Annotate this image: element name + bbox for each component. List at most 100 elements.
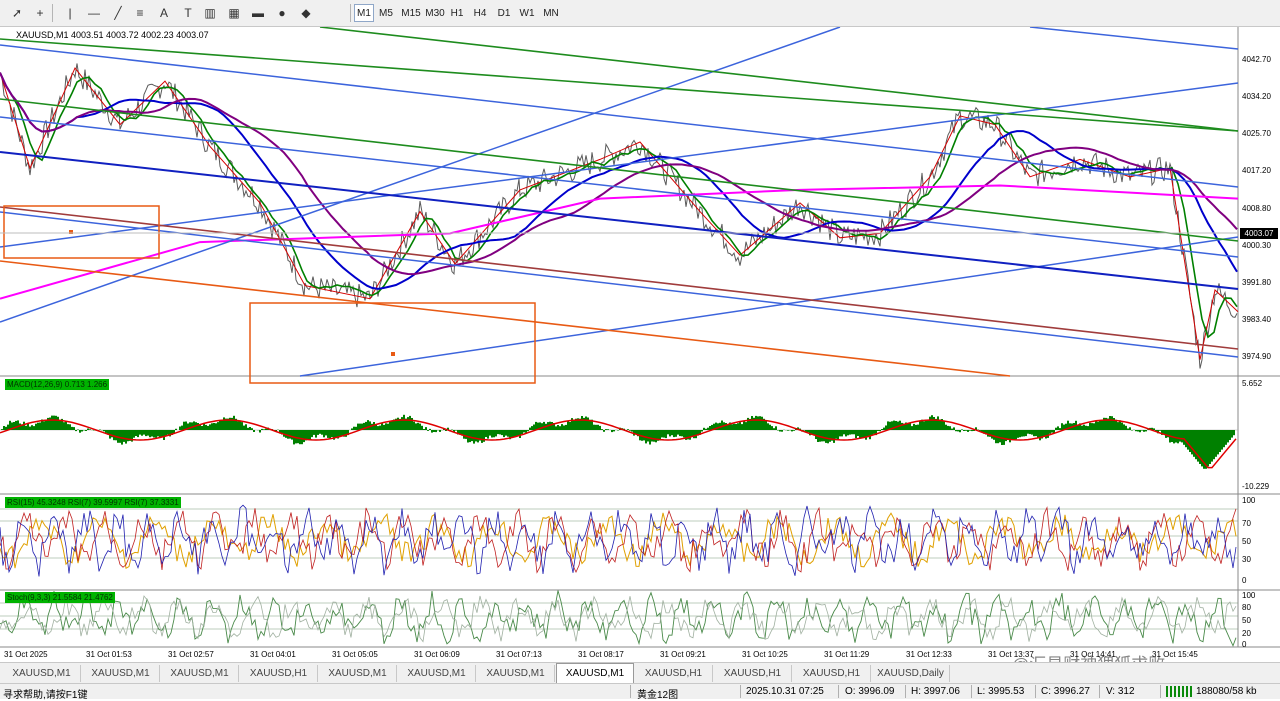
- stoch-scale-label: 50: [1242, 616, 1251, 625]
- horizontal-line-icon[interactable]: —: [88, 6, 100, 20]
- status-datetime: 2025.10.31 07:25: [746, 686, 824, 697]
- timeframe-h1-button[interactable]: H1: [450, 7, 464, 19]
- ellipse-icon[interactable]: ●: [278, 6, 286, 20]
- price-scale-label: 4008.80: [1242, 204, 1271, 213]
- price-scale-label: 4025.70: [1242, 129, 1271, 138]
- price-scale-label: 4017.20: [1242, 166, 1271, 175]
- zigzag-line: [0, 67, 1239, 360]
- time-axis-label: 31 Oct 14:41: [1070, 650, 1116, 659]
- cursor-icon[interactable]: ➚: [11, 6, 23, 20]
- time-axis-label: 31 Oct 09:21: [660, 650, 706, 659]
- stoch-line: [0, 590, 1237, 647]
- chart-tabs: XAUUSD,M1 XAUUSD,M1 XAUUSD,M1 XAUUSD,H1 XAUU…: [0, 662, 1280, 684]
- trendline-icon[interactable]: ╱: [114, 6, 122, 20]
- channel-line: [0, 38, 1239, 132]
- timeframe-m5-button[interactable]: M5: [379, 7, 393, 19]
- ma-slow-line: [0, 72, 1238, 290]
- text-icon[interactable]: A: [159, 6, 168, 20]
- timeframe-m15-button[interactable]: M15: [401, 7, 421, 19]
- text-label-icon[interactable]: T: [184, 6, 192, 20]
- crosshair-icon[interactable]: +: [36, 6, 44, 20]
- chart-tab[interactable]: XAUUSD,M1: [556, 663, 634, 684]
- price-scale-label: 3991.80: [1242, 278, 1271, 287]
- status-open: O: 3996.09: [845, 686, 895, 697]
- connection-bars-icon: [1166, 686, 1194, 697]
- stoch-line: [0, 595, 1237, 643]
- shapes-icon[interactable]: ◆: [301, 6, 311, 20]
- rsi-line: [0, 512, 1237, 569]
- channel-line: [0, 98, 1239, 242]
- chart-tab[interactable]: XAUUSD,M1: [319, 665, 397, 682]
- rectangle-object: [249, 302, 536, 384]
- time-axis-label: 31 Oct 02:57: [168, 650, 214, 659]
- timeframe-w1-button[interactable]: W1: [519, 7, 535, 19]
- timeframe-mn-button[interactable]: MN: [543, 7, 559, 19]
- stoch-label: Stoch(9,3,3) 21.5584 21.4762: [5, 592, 115, 603]
- rsi-label: RSI(15) 45.3248 RSI(7) 39.5997 RSI(7) 37…: [5, 497, 181, 508]
- channel-line: [0, 260, 1011, 377]
- timeframe-m1-button[interactable]: M1: [354, 4, 374, 22]
- price-line: [0, 63, 1238, 369]
- time-axis-label: 31 Oct 04:01: [250, 650, 296, 659]
- chart-canvas[interactable]: [0, 27, 1280, 662]
- timeframe-h4-button[interactable]: H4: [473, 7, 487, 19]
- ma-magenta-line: [0, 184, 1239, 300]
- rsi-scale-label: 70: [1242, 519, 1251, 528]
- chart-tab[interactable]: XAUUSD,H1: [714, 665, 792, 682]
- time-axis-label: 31 Oct 08:17: [578, 650, 624, 659]
- stoch-scale-label: 80: [1242, 603, 1251, 612]
- macd-scale-label: -10.229: [1242, 482, 1270, 491]
- time-axis-label: 31 Oct 11:29: [824, 650, 870, 659]
- macd-signal-line: [0, 419, 1237, 469]
- channel-line: [0, 44, 1239, 188]
- chart-area[interactable]: [0, 27, 1280, 662]
- chart-tab[interactable]: XAUUSD,H1: [793, 665, 871, 682]
- ma-long-line: [0, 72, 1238, 276]
- macd-label: MACD(12,26,9) 0.713 1.266: [5, 379, 110, 390]
- status-profile: 黄金12图: [637, 690, 679, 701]
- chart-tab[interactable]: XAUUSD,Daily: [872, 665, 950, 682]
- rectangle-icon[interactable]: ▬: [252, 6, 264, 20]
- chart-title: XAUUSD,M1 4003.51 4003.72 4002.23 4003.0…: [16, 30, 209, 40]
- channel-line: [0, 82, 1239, 248]
- time-axis-label: 31 Oct 01:53: [86, 650, 132, 659]
- current-price-label: 4003.07: [1240, 228, 1278, 239]
- chart-background: [0, 27, 1280, 662]
- stoch-scale-label: 100: [1242, 591, 1256, 600]
- vertical-line-icon[interactable]: |: [68, 6, 72, 20]
- channel-line: [1029, 27, 1239, 50]
- time-axis-label: 31 Oct 07:13: [496, 650, 542, 659]
- rsi-scale-label: 30: [1242, 555, 1251, 564]
- chart-tab[interactable]: XAUUSD,M1: [477, 665, 555, 682]
- channel-line: [0, 27, 841, 323]
- chart-tab[interactable]: XAUUSD,M1: [398, 665, 476, 682]
- equidistant-channel-icon[interactable]: ≡: [136, 6, 144, 20]
- price-scale-label: 3983.40: [1242, 315, 1271, 324]
- channel-line: [0, 206, 1239, 350]
- status-bar: 寻求帮助,请按F1键 黄金12图 2025.10.31 07:25 O: 399…: [0, 683, 1280, 701]
- time-axis-label: 31 Oct 05:05: [332, 650, 378, 659]
- grid-icon[interactable]: ▦: [228, 6, 240, 20]
- channel-line: [0, 211, 1239, 358]
- price-scale-label: 4000.30: [1242, 241, 1271, 250]
- chart-tab[interactable]: XAUUSD,M1: [3, 665, 81, 682]
- status-traffic: 188080/58 kb: [1196, 686, 1257, 697]
- rectangle-object: [3, 205, 160, 259]
- rectangle-center-point: [69, 230, 73, 234]
- toolbar-separator: [52, 4, 53, 22]
- toolbar-separator: [350, 4, 351, 22]
- time-axis-label: 31 Oct 06:09: [414, 650, 460, 659]
- price-scale-label: 4034.20: [1242, 92, 1271, 101]
- chart-tab[interactable]: XAUUSD,M1: [82, 665, 160, 682]
- chart-tab[interactable]: XAUUSD,M1: [161, 665, 239, 682]
- status-volume: V: 312: [1106, 686, 1135, 697]
- timeframe-d1-button[interactable]: D1: [497, 7, 511, 19]
- status-help: 寻求帮助,请按F1键: [3, 690, 88, 701]
- time-axis-label: 31 Oct 13:37: [988, 650, 1034, 659]
- chart-tab[interactable]: XAUUSD,H1: [635, 665, 713, 682]
- chart-tab[interactable]: XAUUSD,H1: [240, 665, 318, 682]
- timeframe-m30-button[interactable]: M30: [425, 7, 445, 19]
- status-high: H: 3997.06: [911, 686, 960, 697]
- fibonacci-icon[interactable]: ▥: [204, 6, 216, 20]
- toolbar: ➚ + | — ╱ ≡ A T ▥ ▦ ▬ ● ◆ M1 M5 M15 M30 H1 H4 D1 W1 MN: [0, 0, 1280, 27]
